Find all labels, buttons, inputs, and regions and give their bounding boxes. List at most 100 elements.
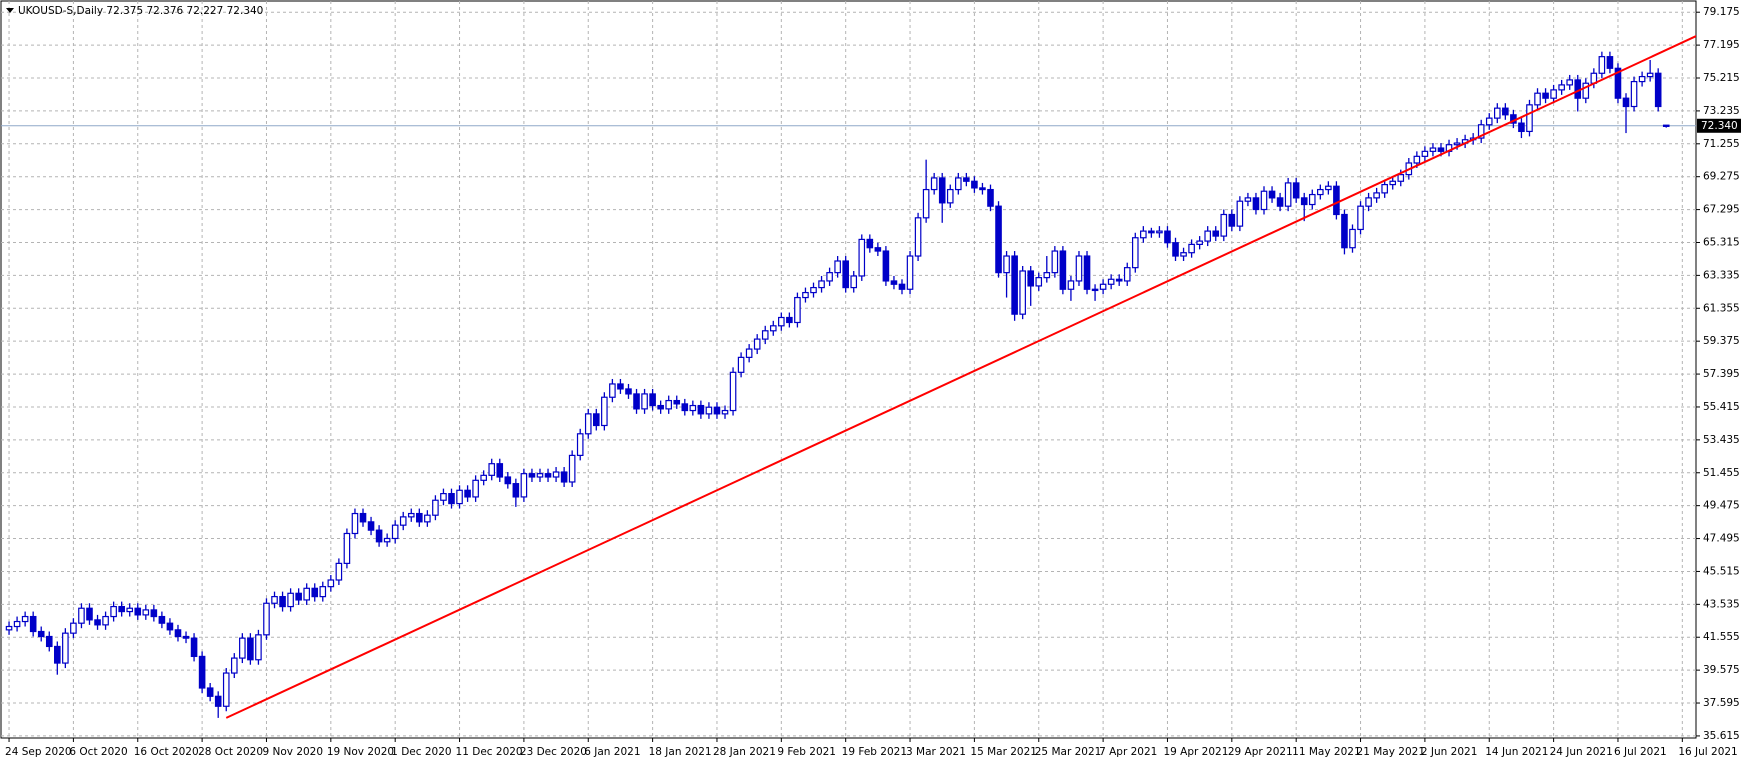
x-tick-label: 19 Feb 2021 xyxy=(842,746,907,758)
candle-body xyxy=(544,473,552,478)
y-tick-label: 43.535 xyxy=(1703,598,1740,610)
candle-body xyxy=(673,399,681,405)
candle-body xyxy=(1123,267,1131,282)
candle-body xyxy=(1614,67,1622,99)
candle-body xyxy=(343,532,351,564)
candle-body xyxy=(1630,80,1638,108)
y-tick-label: 37.595 xyxy=(1703,697,1740,709)
candle-body xyxy=(166,622,174,631)
candle-body xyxy=(118,605,125,613)
candle-body xyxy=(1325,185,1332,191)
candle-body xyxy=(230,657,238,674)
candle-body xyxy=(802,291,809,299)
x-tick-label: 23 Dec 2020 xyxy=(520,746,587,758)
candle-body xyxy=(110,605,117,618)
candle-body xyxy=(689,404,697,412)
candle-body xyxy=(488,463,496,476)
y-tick-label: 45.515 xyxy=(1703,565,1740,577)
candle-body xyxy=(1292,182,1300,199)
candle-body xyxy=(303,587,310,601)
y-tick-label: 75.215 xyxy=(1703,72,1740,84)
x-tick-label: 2 Jun 2021 xyxy=(1421,746,1477,758)
candle-body xyxy=(906,255,914,290)
candle-body xyxy=(1413,155,1421,164)
candle-body xyxy=(1477,124,1485,139)
candle-body xyxy=(1654,72,1662,108)
candle-body xyxy=(1148,230,1155,234)
candle-body xyxy=(946,188,954,204)
candle-body xyxy=(753,338,761,350)
candle-body xyxy=(697,404,705,415)
candle-body xyxy=(1284,182,1292,207)
candle-body xyxy=(1566,79,1573,86)
candle-body xyxy=(971,180,978,189)
x-tick-label: 24 Sep 2020 xyxy=(5,746,72,758)
candle-body xyxy=(617,383,624,390)
candle-body xyxy=(1357,205,1364,231)
candle-body xyxy=(311,587,319,598)
candle-body xyxy=(126,607,134,613)
candle-body xyxy=(882,250,890,282)
candle-body xyxy=(496,463,504,478)
candle-body xyxy=(279,596,286,608)
candle-body xyxy=(1518,122,1525,133)
y-tick-label: 73.235 xyxy=(1703,105,1740,117)
candle-body xyxy=(271,596,278,604)
candle-body xyxy=(1059,250,1067,290)
candle-body xyxy=(255,634,262,661)
candle-body xyxy=(391,524,399,540)
x-tick-label: 9 Feb 2021 xyxy=(777,746,836,758)
x-tick-label: 11 May 2021 xyxy=(1292,746,1360,758)
candle-body xyxy=(890,280,898,285)
candle-body xyxy=(520,473,528,498)
candle-body xyxy=(1276,197,1284,207)
candle-body xyxy=(1389,180,1397,186)
candle-body xyxy=(1373,192,1380,199)
candle-body xyxy=(62,632,69,664)
candle-body xyxy=(1260,190,1268,211)
x-tick-label: 21 May 2021 xyxy=(1357,746,1425,758)
candle-body xyxy=(874,247,882,252)
candle-body xyxy=(745,348,753,358)
candle-body xyxy=(464,489,471,498)
candle-body xyxy=(1268,190,1276,199)
candle-body xyxy=(1646,72,1654,78)
candle-body xyxy=(295,592,302,601)
y-tick-label: 65.315 xyxy=(1703,236,1740,248)
candle-body xyxy=(1011,255,1018,315)
candle-body xyxy=(190,637,198,658)
candle-body xyxy=(568,454,576,483)
candle-body xyxy=(633,393,640,410)
candle-body xyxy=(263,602,270,636)
candle-body xyxy=(593,413,600,427)
candle-body xyxy=(761,330,769,340)
candle-body xyxy=(1453,142,1461,146)
candle-body xyxy=(1236,200,1244,227)
candle-body xyxy=(1662,124,1670,127)
candle-body xyxy=(914,217,922,257)
x-tick-label: 28 Jan 2021 xyxy=(713,746,776,758)
candle-body xyxy=(1164,230,1171,244)
candle-body xyxy=(1485,117,1493,126)
menu-triangle[interactable] xyxy=(6,8,14,13)
candle-body xyxy=(955,177,962,191)
candle-body xyxy=(1019,270,1026,315)
candle-body xyxy=(158,615,166,624)
candle-body xyxy=(29,615,37,633)
candle-body xyxy=(432,499,439,516)
candle-body xyxy=(407,512,415,518)
x-tick-label: 11 Dec 2020 xyxy=(456,746,523,758)
candle-body xyxy=(5,625,13,631)
candle-body xyxy=(456,489,463,505)
candle-body xyxy=(818,280,825,289)
candle-body xyxy=(1188,243,1195,254)
candle-body xyxy=(584,413,592,435)
candle-body xyxy=(78,607,85,624)
candle-body xyxy=(810,286,817,294)
candle-body xyxy=(287,592,294,608)
candle-body xyxy=(214,695,222,707)
price-label-box xyxy=(1697,118,1741,133)
candle-body xyxy=(512,483,520,498)
candle-body xyxy=(979,187,986,191)
